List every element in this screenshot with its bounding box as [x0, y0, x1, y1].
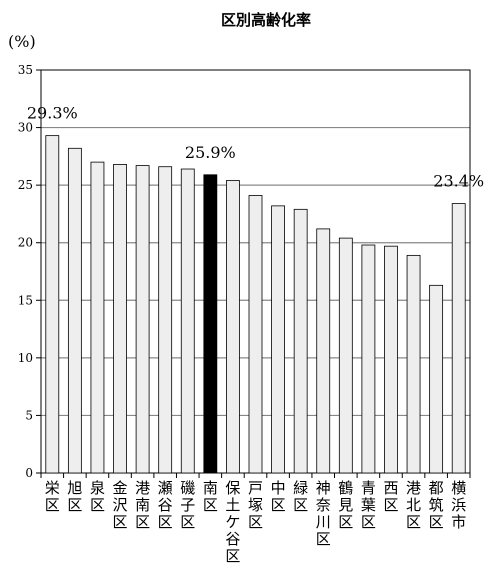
- category-label: 港南区: [135, 479, 150, 531]
- category-label: 青葉区: [361, 479, 376, 531]
- category-label: 栄区: [45, 479, 60, 514]
- bar-都筑区: [429, 284, 444, 474]
- category-label: 南区: [203, 479, 218, 514]
- y-tick-label: 0: [25, 466, 33, 480]
- category-label: 緑区: [293, 479, 308, 514]
- category-label: 都筑区: [429, 479, 444, 531]
- bar-瀬谷区: [158, 166, 173, 474]
- category-label: 神奈川区: [316, 479, 331, 548]
- category-label: 戸塚区: [248, 479, 263, 531]
- y-tick-label: 25: [18, 178, 33, 192]
- data-label: 23.4%: [433, 172, 484, 191]
- y-tick-label: 35: [18, 63, 33, 77]
- category-label: 港北区: [406, 479, 421, 531]
- bar-横浜市: [451, 203, 466, 474]
- plot-area: 0 5 10 15 20 25 30 35 栄区旭区泉区金沢区港南区瀬谷区磯子区南区保土ケ谷区戸…: [18, 63, 484, 565]
- y-tick-label: 15: [18, 293, 33, 307]
- bar-鶴見区: [338, 237, 353, 474]
- category-label: 保土ケ谷区: [225, 479, 240, 565]
- y-tick-label: 20: [18, 236, 33, 250]
- bar-戸塚区: [248, 195, 263, 474]
- y-tick-label: 5: [25, 408, 33, 422]
- bar-旭区: [67, 147, 82, 474]
- category-label: 磯子区: [180, 479, 195, 531]
- category-label: 西区: [383, 479, 398, 514]
- bar-西区: [384, 245, 398, 474]
- bar-磯子区: [180, 168, 195, 474]
- data-label: 29.3%: [27, 104, 78, 123]
- y-tick-label: 30: [18, 121, 33, 135]
- y-tick-label: 10: [18, 351, 33, 365]
- bar-金沢区: [113, 164, 127, 474]
- bar-神奈川区: [316, 228, 331, 474]
- category-label: 金沢区: [113, 479, 128, 531]
- bar-泉区: [90, 161, 105, 474]
- bar-栄区: [45, 135, 60, 474]
- category-label: 鶴見区: [338, 479, 353, 531]
- category-label: 瀬谷区: [158, 479, 173, 531]
- bar-緑区: [293, 208, 308, 474]
- bar-港北区: [406, 254, 421, 474]
- bar-青葉区: [361, 244, 376, 474]
- data-label: 25.9%: [185, 143, 236, 162]
- bar-港南区: [135, 165, 150, 474]
- category-label: 旭区: [67, 479, 82, 514]
- category-label: 泉区: [90, 479, 105, 514]
- y-axis-unit-label: (%): [8, 32, 36, 51]
- bar-中区: [271, 205, 285, 474]
- chart-title: 区別高齢化率: [221, 11, 311, 29]
- category-label: 中区: [271, 479, 286, 514]
- bar-南区: [203, 174, 218, 474]
- bar-保土ケ谷区: [226, 180, 240, 474]
- category-label: 横浜市: [451, 479, 466, 531]
